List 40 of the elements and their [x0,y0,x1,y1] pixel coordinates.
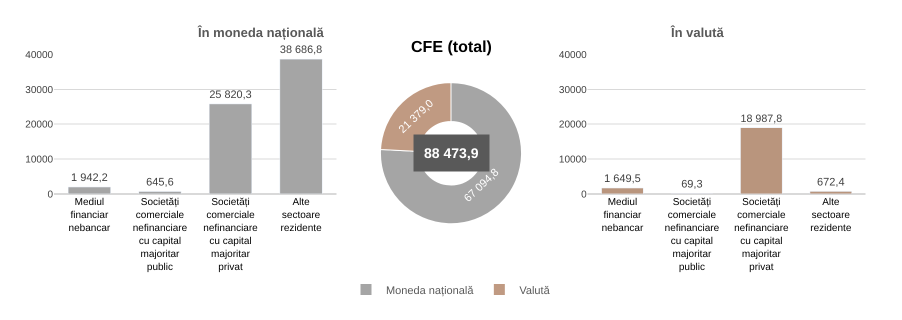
y-tick-label: 20000 [558,120,588,131]
bar [68,186,111,194]
data-label: 1 942,2 [71,172,108,184]
x-tick-label: Mediul financiar nebancar [602,196,644,234]
bar [209,104,252,194]
legend-label: Valută [519,284,551,297]
data-label: 1 649,5 [604,173,641,186]
data-label: 25 820,3 [209,88,252,101]
bar [138,191,182,194]
y-tick-label: 0 [581,189,588,200]
bar [740,127,782,194]
x-tick-label: Alte sectoare rezidente [280,196,322,234]
bar [601,188,644,194]
y-tick-label: 10000 [25,154,54,166]
y-tick-label: 30000 [558,84,588,96]
chart-title: În valută [670,25,725,40]
donut-slice [380,82,522,224]
x-tick-label: Societăți comerciale nefinanciare cu capital majoritar public [132,196,188,273]
chart-title: În moneda națională [197,25,324,41]
y-tick-label: 20000 [25,120,54,131]
y-tick-label: 10000 [558,154,588,166]
y-tick-label: 0 [48,189,54,200]
x-tick-label: Alte sectoare rezidente [810,196,852,234]
y-tick-label: 30000 [25,84,54,96]
data-label: 645,6 [146,176,174,189]
data-label: 69,3 [681,178,703,191]
data-label: 18 987,8 [740,112,782,125]
x-tick-label: Societăți comerciale nefinanciare cu capital majoritar privat [203,196,258,273]
bar [280,58,322,194]
data-label: 38 686,8 [280,44,322,56]
legend-label: Moneda națională [386,284,474,297]
y-tick-label: 40000 [558,50,588,62]
bar [810,191,852,194]
y-tick-label: 40000 [25,50,54,62]
data-label: 672,4 [817,176,845,188]
text: 88 473,9 [424,145,479,161]
x-tick-label: Societăți comerciale nefinanciare cu capital majoritar public [664,196,720,273]
chart-title: CFE (total) [411,39,492,56]
x-tick-label: Mediul financiar nebancar [68,196,111,234]
x-tick-label: Societăți comerciale nefinanciare cu capital majoritar privat [734,196,790,273]
